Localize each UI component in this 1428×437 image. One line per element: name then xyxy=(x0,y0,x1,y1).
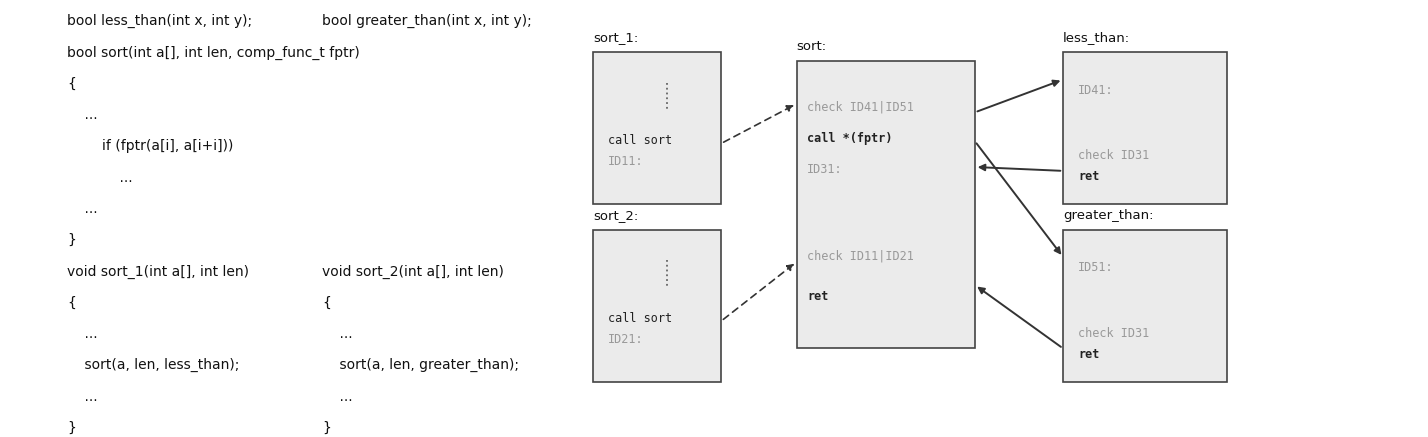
Text: ...: ... xyxy=(323,390,353,404)
Text: {: { xyxy=(67,296,76,310)
Text: ...: ... xyxy=(67,390,97,404)
Text: ...: ... xyxy=(67,108,97,122)
Bar xyxy=(1064,230,1227,382)
Text: call *(fptr): call *(fptr) xyxy=(807,132,892,145)
Text: call sort: call sort xyxy=(608,134,673,147)
Text: greater_than:: greater_than: xyxy=(1064,209,1154,222)
Text: sort_2:: sort_2: xyxy=(593,209,638,222)
Text: sort(a, len, less_than);: sort(a, len, less_than); xyxy=(67,358,240,372)
Text: ...: ... xyxy=(67,202,97,216)
Text: check ID31: check ID31 xyxy=(1078,149,1150,162)
Text: bool sort(int a[], int len, comp_func_t fptr): bool sort(int a[], int len, comp_func_t … xyxy=(67,45,360,59)
Text: bool less_than(int x, int y);: bool less_than(int x, int y); xyxy=(67,14,253,28)
Bar xyxy=(1064,52,1227,205)
Text: ID31:: ID31: xyxy=(807,163,843,177)
Text: ...: ... xyxy=(323,327,353,341)
Text: void sort_1(int a[], int len): void sort_1(int a[], int len) xyxy=(67,264,248,278)
Text: {: { xyxy=(67,76,76,90)
Text: ...: ... xyxy=(67,327,97,341)
Text: ID11:: ID11: xyxy=(608,155,644,168)
Text: ret: ret xyxy=(1078,170,1100,184)
Text: bool greater_than(int x, int y);: bool greater_than(int x, int y); xyxy=(323,14,531,28)
Text: if (fptr(a[i], a[i+i])): if (fptr(a[i], a[i+i])) xyxy=(67,139,233,153)
Text: check ID41|ID51: check ID41|ID51 xyxy=(807,100,914,113)
Text: ID21:: ID21: xyxy=(608,333,644,346)
Text: ID41:: ID41: xyxy=(1078,84,1114,97)
Text: }: } xyxy=(67,421,76,435)
Bar xyxy=(593,52,721,205)
Text: }: } xyxy=(323,421,331,435)
Text: }: } xyxy=(67,233,76,247)
Text: less_than:: less_than: xyxy=(1064,31,1131,45)
Bar xyxy=(797,61,975,348)
Text: {: { xyxy=(323,296,331,310)
Text: ID51:: ID51: xyxy=(1078,261,1114,274)
Text: sort(a, len, greater_than);: sort(a, len, greater_than); xyxy=(323,358,518,372)
Text: sort:: sort: xyxy=(797,40,827,53)
Text: ret: ret xyxy=(1078,348,1100,361)
Text: void sort_2(int a[], int len): void sort_2(int a[], int len) xyxy=(323,264,504,278)
Text: check ID31: check ID31 xyxy=(1078,327,1150,340)
Text: ret: ret xyxy=(807,290,828,303)
Bar xyxy=(593,230,721,382)
Text: ...: ... xyxy=(67,170,133,184)
Text: sort_1:: sort_1: xyxy=(593,31,638,45)
Text: check ID11|ID21: check ID11|ID21 xyxy=(807,250,914,263)
Text: call sort: call sort xyxy=(608,312,673,325)
